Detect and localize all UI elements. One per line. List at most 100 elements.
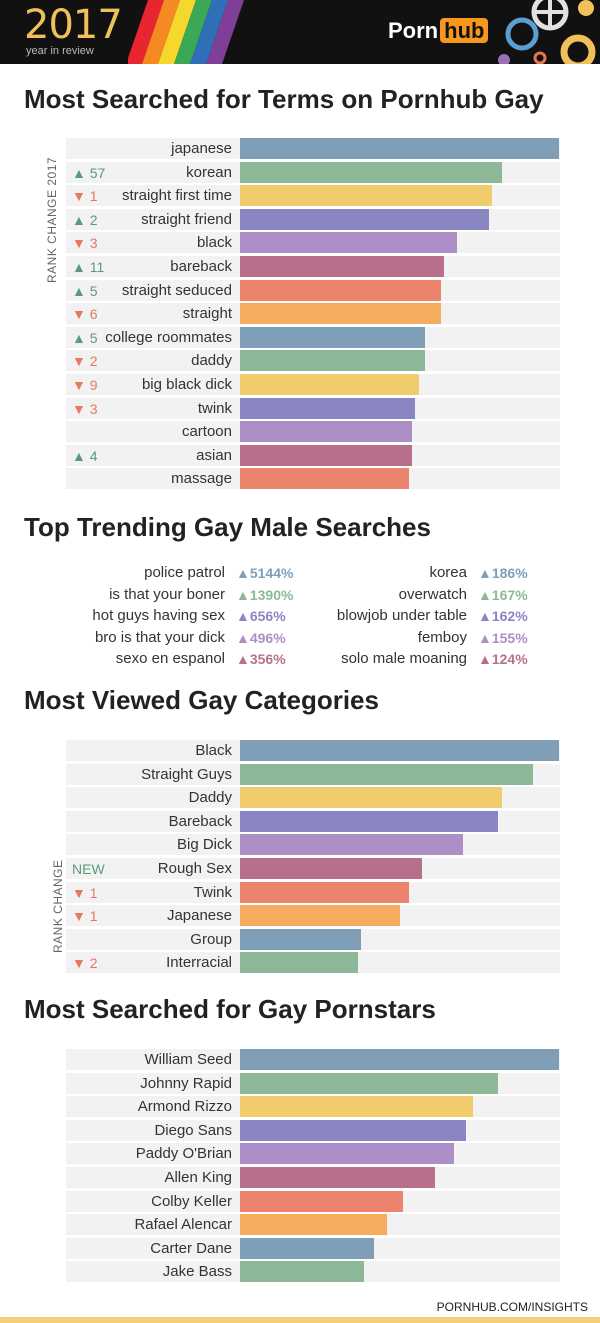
rank-change: ▲ 5 <box>72 282 98 299</box>
rank-change: ▼ 2 <box>72 353 98 370</box>
rank-change: ▼ 3 <box>72 235 98 252</box>
bar-label: Paddy O'Brian <box>135 1145 232 1163</box>
bar <box>240 952 359 974</box>
rank-change: ▲ 5 <box>72 329 98 346</box>
trending-term: overwatch <box>398 585 467 603</box>
bar <box>240 1261 365 1283</box>
rank-change: ▼ 1 <box>72 884 98 901</box>
bar-label: Bareback <box>168 812 232 830</box>
bar-label: straight seduced <box>121 281 232 299</box>
bar-label: Big Dick <box>176 836 232 854</box>
trending-percent: ▲167% <box>478 586 528 603</box>
bar <box>240 326 426 348</box>
bar-label: Carter Dane <box>150 1239 232 1257</box>
trending-term: is that your boner <box>109 585 225 603</box>
rainbow-stripes-icon <box>128 0 244 64</box>
bar <box>240 787 502 809</box>
trending-percent: ▲155% <box>478 629 528 646</box>
bar <box>240 1214 387 1236</box>
rank-change: NEW <box>72 861 105 877</box>
bar-label: massage <box>171 470 232 488</box>
rank-change: ▼ 1 <box>72 188 98 205</box>
bar <box>240 1167 435 1188</box>
bar-label: straight <box>182 305 232 323</box>
rank-change: ▲ 2 <box>72 211 98 228</box>
bar <box>240 138 559 159</box>
bar <box>240 1237 374 1259</box>
bar-label: Daddy <box>188 789 232 807</box>
trending-percent: ▲356% <box>236 651 286 667</box>
bar <box>240 810 499 832</box>
trending-term: police patrol <box>144 564 225 581</box>
bar-label: straight friend <box>141 210 232 228</box>
rank-change: ▲ 11 <box>72 259 105 275</box>
bar <box>240 763 534 785</box>
bar <box>240 1096 473 1118</box>
bar <box>240 232 457 254</box>
bar <box>240 1072 499 1094</box>
brand-left: Porn <box>388 18 439 43</box>
bar-label: Rough Sex <box>157 860 232 877</box>
trending-term: blowjob under table <box>336 607 467 624</box>
bar-label: bareback <box>170 258 232 275</box>
trending-term: hot guys having sex <box>92 607 225 624</box>
bar-label: Colby Keller <box>151 1192 232 1210</box>
bar <box>240 421 413 443</box>
bar-label: daddy <box>191 352 232 370</box>
bar-label: black <box>196 234 232 252</box>
footer-url: PORNHUB.COM/INSIGHTS <box>436 1300 588 1314</box>
rank-change: ▼ 2 <box>72 955 98 972</box>
trending-percent: ▲186% <box>478 565 528 581</box>
trending-percent: ▲124% <box>478 651 528 667</box>
rank-change: ▼ 1 <box>72 908 98 925</box>
bar <box>240 208 489 230</box>
bar <box>240 397 416 419</box>
bar-label: college roommates <box>105 328 232 346</box>
section-title-categories: Most Viewed Gay Categories <box>24 685 379 715</box>
bar <box>240 279 441 301</box>
bar-label: Japanese <box>166 907 232 925</box>
footer-bar <box>0 1317 600 1323</box>
bar-label: Interracial <box>166 954 232 972</box>
bar-label: twink <box>197 399 232 417</box>
year-title: 2017 <box>24 2 123 48</box>
trending-term: femboy <box>417 628 467 646</box>
rank-change: ▼ 3 <box>72 400 98 417</box>
bar <box>240 374 419 395</box>
bar-label: Allen King <box>164 1169 232 1186</box>
bar <box>240 256 445 277</box>
rank-change: ▲ 4 <box>72 447 98 464</box>
bar-label: cartoon <box>181 423 232 441</box>
bar <box>240 834 464 856</box>
bar <box>240 350 426 372</box>
bar <box>240 928 362 950</box>
trending-term: sexo en espanol <box>115 650 225 667</box>
bar <box>240 1119 467 1141</box>
decorative-circles-icon <box>498 0 596 64</box>
bar-label: William Seed <box>144 1051 232 1068</box>
bar-label: korean <box>186 163 232 181</box>
header-banner: 2017 year in review Porn hub <box>0 0 600 64</box>
bar-label: Black <box>195 742 232 759</box>
trending-percent: ▲5144% <box>236 565 294 581</box>
section-title-pornstars: Most Searched for Gay Pornstars <box>24 994 436 1024</box>
bar-label: Straight Guys <box>141 765 232 783</box>
bar-label: Twink <box>193 883 232 901</box>
bar-label: Armond Rizzo <box>137 1098 232 1116</box>
bar <box>240 185 492 207</box>
year-subtitle: year in review <box>26 45 94 57</box>
trending-percent: ▲496% <box>236 629 286 646</box>
bar <box>240 740 559 761</box>
bar <box>240 1190 403 1212</box>
bar <box>240 858 422 879</box>
rank-change: ▲ 57 <box>72 164 106 181</box>
section-title-trending: Top Trending Gay Male Searches <box>24 512 431 542</box>
bar <box>240 1049 559 1070</box>
bar-label: Johnny Rapid <box>140 1074 232 1092</box>
bar <box>240 161 502 183</box>
bar-label: japanese <box>171 140 232 157</box>
bar-label: Jake Bass <box>162 1263 232 1281</box>
bar <box>240 444 413 466</box>
rank-change: ▼ 6 <box>72 306 98 323</box>
bar-label: Rafael Alencar <box>134 1216 232 1234</box>
